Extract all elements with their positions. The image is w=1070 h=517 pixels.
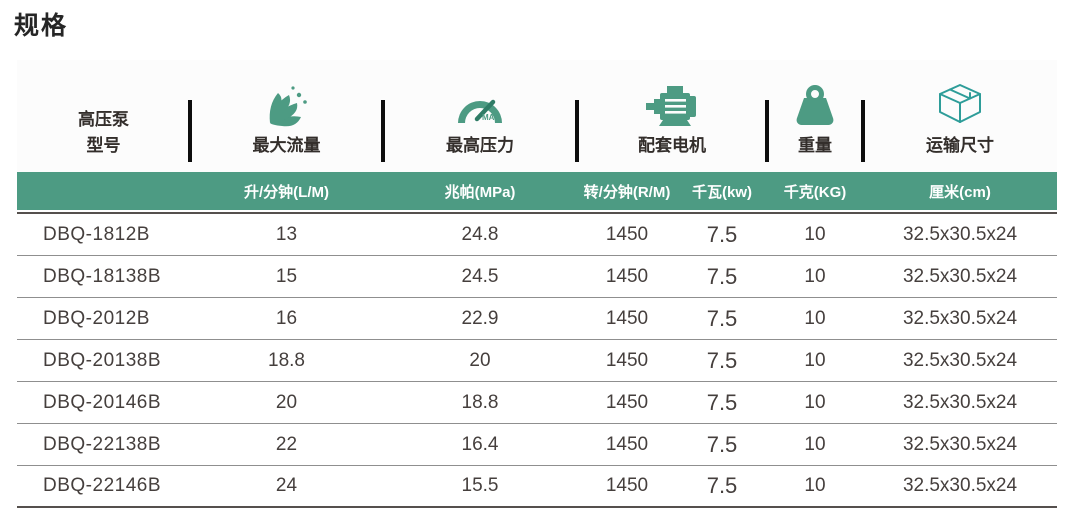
cell-kg: 10 [804, 307, 826, 329]
cell-size: 32.5x30.5x24 [902, 223, 1018, 245]
cell-rpm: 1450 [605, 307, 649, 329]
table-row: DBQ-22138B 22 16.4 1450 7.5 10 32.5x30.5… [17, 424, 1057, 466]
cell-model: DBQ-2012B [43, 307, 150, 329]
cell-flow: 22 [275, 433, 298, 455]
unit-cell-flow: 升/分钟(L/M) [244, 183, 329, 201]
cell-flow: 20 [275, 391, 298, 413]
weight-icon [790, 79, 840, 129]
table-row: DBQ-20138B 18.8 20 1450 7.5 10 32.5x30.5… [17, 340, 1057, 382]
header-cell-size: 运输尺寸 [863, 60, 1057, 172]
cell-flow: 13 [275, 223, 298, 245]
cell-size: 32.5x30.5x24 [902, 391, 1018, 413]
package-box-icon [934, 79, 986, 129]
cell-kg: 10 [804, 265, 826, 287]
cell-rpm: 1450 [605, 391, 649, 413]
column-divider [861, 100, 865, 162]
spec-table: 高压泵 型号 最大流量 [17, 60, 1057, 508]
cell-model: DBQ-20138B [43, 349, 162, 371]
pressure-header-label: 最高压力 [446, 136, 514, 155]
header-cell-model: 高压泵 型号 [17, 60, 190, 172]
table-row: DBQ-22146B 24 15.5 1450 7.5 10 32.5x30.5… [17, 466, 1057, 508]
unit-cell-rpm: 转/分钟(R/M) [583, 183, 671, 201]
table-row: DBQ-18138B 15 24.5 1450 7.5 10 32.5x30.5… [17, 256, 1057, 298]
table-body: DBQ-1812B 13 24.8 1450 7.5 10 32.5x30.5x… [17, 212, 1057, 508]
cell-pressure: 15.5 [461, 475, 499, 496]
cell-rpm: 1450 [605, 475, 649, 496]
cell-kw: 7.5 [706, 389, 738, 415]
water-splash-icon [262, 79, 312, 129]
header-cell-pressure: MAX 最高压力 [383, 60, 577, 172]
table-row: DBQ-20146B 20 18.8 1450 7.5 10 32.5x30.5… [17, 382, 1057, 424]
cell-size: 32.5x30.5x24 [902, 265, 1018, 287]
column-divider [575, 100, 579, 162]
units-header-row: 升/分钟(L/M) 兆帕(MPa) 转/分钟(R/M) 千瓦(kw) 千克(KG… [17, 172, 1057, 210]
electric-motor-icon [643, 79, 701, 129]
cell-size: 32.5x30.5x24 [902, 475, 1018, 496]
cell-kg: 10 [804, 391, 826, 413]
weight-header-label: 重量 [798, 136, 832, 155]
cell-rpm: 1450 [605, 265, 649, 287]
header-cell-weight: 重量 [767, 60, 863, 172]
unit-cell-kw: 千瓦(kw) [691, 183, 752, 201]
header-cell-motor: 配套电机 [577, 60, 767, 172]
column-divider [765, 100, 769, 162]
cell-model: DBQ-22146B [43, 475, 162, 496]
cell-kw: 7.5 [706, 431, 738, 457]
cell-model: DBQ-18138B [43, 265, 162, 287]
cell-kg: 10 [804, 475, 826, 496]
cell-kg: 10 [804, 433, 826, 455]
table-row: DBQ-2012B 16 22.9 1450 7.5 10 32.5x30.5x… [17, 298, 1057, 340]
header-cell-flow: 最大流量 [190, 60, 383, 172]
cell-kw: 7.5 [706, 263, 738, 289]
cell-flow: 16 [275, 307, 298, 329]
unit-cell-kg: 千克(KG) [783, 183, 847, 201]
cell-pressure: 24.5 [461, 265, 499, 287]
cell-kw: 7.5 [706, 473, 738, 498]
cell-pressure: 16.4 [461, 433, 499, 455]
cell-model: DBQ-1812B [43, 223, 150, 245]
column-divider [188, 100, 192, 162]
table-header-row: 高压泵 型号 最大流量 [17, 60, 1057, 172]
cell-rpm: 1450 [605, 433, 649, 455]
cell-size: 32.5x30.5x24 [902, 433, 1018, 455]
cell-model: DBQ-22138B [43, 433, 162, 455]
pressure-gauge-icon: MAX [453, 79, 507, 129]
cell-pressure: 24.8 [461, 223, 499, 245]
table-row: DBQ-1812B 13 24.8 1450 7.5 10 32.5x30.5x… [17, 214, 1057, 256]
cell-flow: 15 [275, 265, 298, 287]
size-header-label: 运输尺寸 [926, 136, 994, 155]
motor-header-label: 配套电机 [638, 136, 706, 155]
cell-pressure: 18.8 [461, 391, 499, 413]
cell-kg: 10 [804, 223, 826, 245]
cell-size: 32.5x30.5x24 [902, 349, 1018, 371]
cell-pressure: 20 [469, 349, 491, 371]
cell-flow: 18.8 [268, 349, 305, 371]
flow-header-label: 最大流量 [252, 136, 321, 155]
cell-kw: 7.5 [706, 347, 738, 373]
cell-pressure: 22.9 [461, 307, 499, 329]
gauge-max-text: MAX [482, 113, 500, 122]
cell-model: DBQ-20146B [43, 391, 162, 413]
cell-rpm: 1450 [605, 223, 649, 245]
model-header-line2: 型号 [86, 136, 121, 155]
cell-size: 32.5x30.5x24 [902, 307, 1018, 329]
cell-kg: 10 [804, 349, 826, 371]
cell-flow: 24 [275, 475, 298, 496]
cell-rpm: 1450 [605, 349, 649, 371]
unit-cell-cm: 厘米(cm) [929, 183, 991, 201]
cell-kw: 7.5 [706, 221, 738, 247]
model-header-line1: 高压泵 [78, 110, 129, 129]
column-divider [381, 100, 385, 162]
page-title: 规格 [14, 12, 69, 40]
cell-kw: 7.5 [706, 305, 738, 331]
unit-cell-pressure: 兆帕(MPa) [444, 183, 516, 201]
